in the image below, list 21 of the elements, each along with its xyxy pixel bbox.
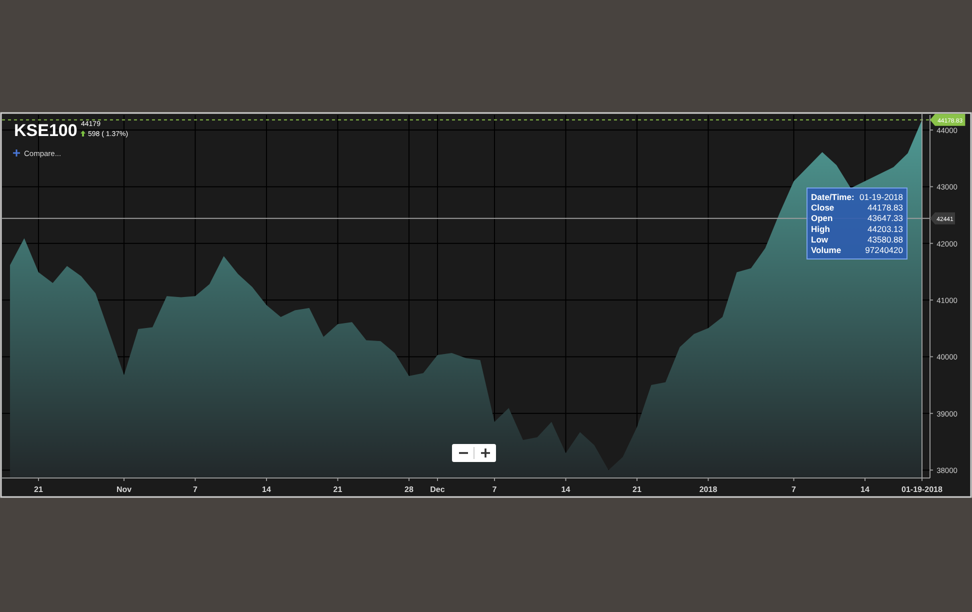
- text: Low 43580.88: [811, 234, 903, 244]
- x-tick-label: 2018: [699, 485, 718, 494]
- chart-title: KSE100: [14, 121, 78, 140]
- x-tick-label: 28: [404, 485, 414, 494]
- x-tick-label: 14: [561, 485, 571, 494]
- x-tick-label: 01-19-2018: [902, 485, 944, 494]
- text: Close 44178.83: [811, 202, 903, 213]
- x-tick-label: Nov: [116, 485, 132, 494]
- text: Open 43647.33: [811, 213, 903, 224]
- x-tick-label: 21: [34, 485, 44, 494]
- text: Volume 97240420: [811, 245, 903, 255]
- x-tick-label: 14: [262, 485, 272, 494]
- x-tick-label: 7: [492, 485, 498, 494]
- x-tick-label: 21: [632, 485, 642, 494]
- text: High 44203.13: [811, 224, 903, 234]
- annotation: Date/Time: 01-19-2018: [811, 192, 904, 202]
- x-tick-label: 7: [193, 485, 198, 494]
- x-tick-label: 7: [792, 485, 797, 494]
- x-tick-label: Dec: [430, 485, 446, 494]
- x-tick-label: 21: [333, 485, 343, 494]
- x-tick-label: 14: [860, 485, 870, 494]
